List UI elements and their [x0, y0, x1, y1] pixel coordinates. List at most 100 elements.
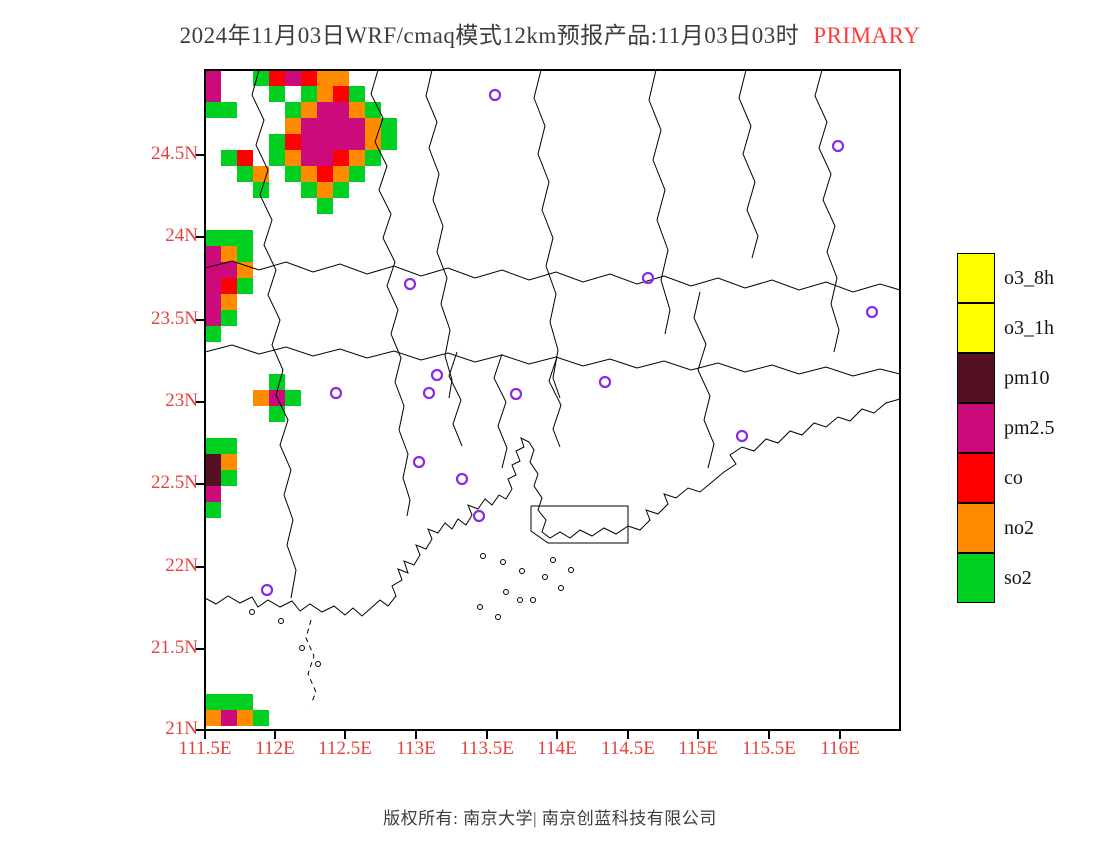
footer-copyright: 版权所有: 南京大学| 南京创蓝科技有限公司 — [383, 809, 717, 828]
pollution-grid-cell — [317, 182, 333, 198]
pollution-grid-cell — [269, 374, 285, 390]
boundary-line — [533, 69, 561, 399]
pollution-grid-cell — [333, 134, 349, 150]
legend-label: pm2.5 — [1004, 416, 1055, 439]
island-outline — [315, 661, 321, 667]
title-primary-tag: PRIMARY — [813, 23, 921, 48]
legend-item-no2: no2 — [957, 502, 1055, 553]
x-axis-labels: 111.5E 112E 112.5E 113E 113.5E 114E 114.5E 115E… — [0, 738, 1100, 764]
boundary-line — [370, 69, 411, 517]
pollution-grid-cell — [221, 310, 237, 326]
pollution-grid-cell — [285, 134, 301, 150]
pollution-grid-cell — [317, 86, 333, 102]
island-outline — [503, 589, 509, 595]
pollution-grid-cell — [333, 102, 349, 118]
pollution-grid-cell — [205, 278, 221, 294]
station-marker — [865, 305, 879, 319]
pollution-grid-cell — [205, 294, 221, 310]
pollution-grid-cell — [221, 262, 237, 278]
pollution-grid-cell — [221, 102, 237, 118]
pollution-grid-cell — [349, 150, 365, 166]
legend-label: pm10 — [1004, 366, 1050, 389]
pollution-grid-cell — [205, 694, 221, 710]
title-text: 2024年11月03日WRF/cmaq模式12km预报产品:11月03日03时 — [179, 23, 800, 48]
y-axis-label: 23N — [165, 390, 198, 411]
station-marker — [260, 583, 274, 597]
pollution-grid-cell — [333, 166, 349, 182]
y-axis-label: 24N — [165, 225, 198, 246]
pollution-grid-cell — [349, 134, 365, 150]
pollution-grid-cell — [205, 86, 221, 102]
pollution-grid-cell — [253, 70, 269, 86]
pollution-grid-cell — [237, 710, 253, 726]
legend-item-o3_1h: o3_1h — [957, 302, 1055, 353]
island-outline — [568, 567, 574, 573]
boundary-line — [204, 398, 901, 617]
island-outline — [519, 568, 525, 574]
island-outline — [278, 618, 284, 624]
pollution-grid-cell — [285, 166, 301, 182]
station-marker — [430, 368, 444, 382]
island-outline — [500, 559, 506, 565]
island-outline — [550, 557, 556, 563]
boundary-line — [814, 69, 840, 353]
pollution-grid-cell — [333, 118, 349, 134]
island-outline — [480, 553, 486, 559]
pollution-grid-cell — [317, 102, 333, 118]
boundary-line — [251, 69, 297, 599]
pollution-grid-cell — [205, 102, 221, 118]
station-marker — [488, 88, 502, 102]
pollution-grid-cell — [221, 278, 237, 294]
pollution-grid-cell — [221, 710, 237, 726]
legend-swatch — [957, 253, 995, 303]
legend-item-co: co — [957, 452, 1055, 503]
boundary-line — [425, 69, 453, 399]
boundary-line — [693, 291, 715, 469]
pollution-grid-cell — [253, 390, 269, 406]
station-marker — [831, 139, 845, 153]
boundary-line — [448, 351, 463, 447]
island-outline — [477, 604, 483, 610]
pollution-grid-cell — [365, 150, 381, 166]
pollution-grid-cell — [349, 102, 365, 118]
pollution-grid-cell — [269, 86, 285, 102]
station-marker — [422, 386, 436, 400]
legend-label: so2 — [1004, 566, 1032, 589]
legend-label: co — [1004, 466, 1023, 489]
pollution-grid-cell — [269, 134, 285, 150]
island-outline — [530, 597, 536, 603]
boundary-line — [738, 69, 759, 259]
legend-item-o3_8h: o3_8h — [957, 253, 1055, 303]
pollution-grid-cell — [269, 406, 285, 422]
pollution-grid-cell — [285, 390, 301, 406]
x-axis-label: 114.5E — [601, 738, 655, 759]
pollution-grid-cell — [221, 470, 237, 486]
pollution-grid-cell — [237, 166, 253, 182]
pollution-grid-cell — [349, 86, 365, 102]
legend-swatch — [957, 402, 995, 453]
pollution-grid-cell — [317, 134, 333, 150]
pollution-grid-cell — [301, 182, 317, 198]
pollution-grid-cell — [285, 70, 301, 86]
boundary-line — [204, 344, 901, 377]
pollution-grid-cell — [285, 102, 301, 118]
pollution-grid-cell — [221, 230, 237, 246]
boundary-line — [648, 69, 671, 335]
pollution-grid-cell — [301, 118, 317, 134]
pollution-grid-cell — [317, 118, 333, 134]
station-marker — [509, 387, 523, 401]
pollution-grid-cell — [253, 182, 269, 198]
pollution-grid-cell — [205, 70, 221, 86]
x-axis-label: 113E — [396, 738, 436, 759]
pollution-grid-cell — [221, 150, 237, 166]
pollution-grid-cell — [301, 86, 317, 102]
station-marker — [472, 509, 486, 523]
pollution-grid-cell — [285, 118, 301, 134]
map-frame — [204, 69, 901, 731]
island-outline — [299, 645, 305, 651]
pollution-grid-cell — [205, 454, 221, 470]
legend-swatch — [957, 452, 995, 503]
pollution-grid-cell — [237, 150, 253, 166]
pollution-grid-cell — [221, 454, 237, 470]
